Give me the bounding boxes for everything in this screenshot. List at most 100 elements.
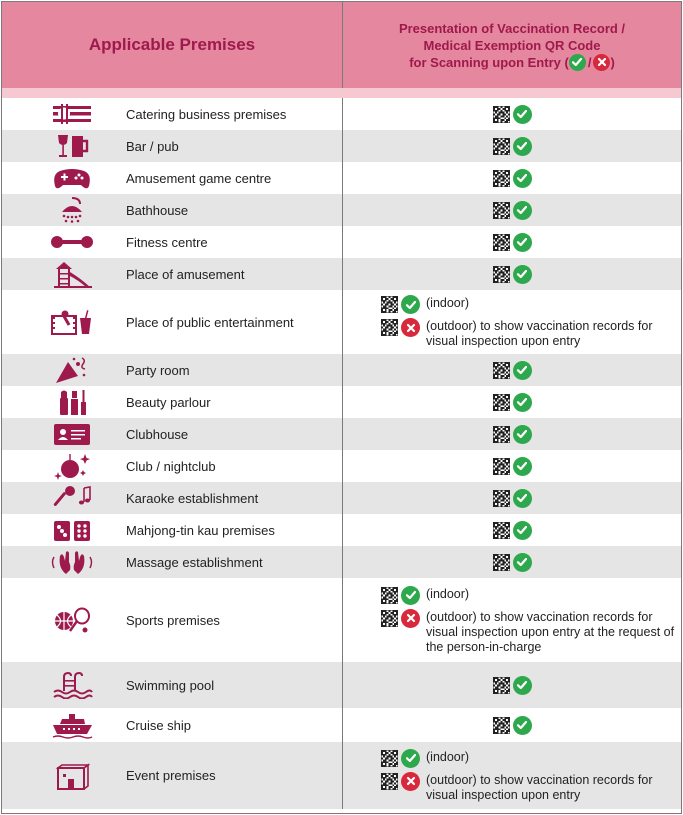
tick-icon	[512, 360, 532, 380]
qr-code-icon	[492, 553, 510, 571]
table-row: Beauty parlour	[2, 386, 681, 418]
premises-name: Bathhouse	[126, 202, 189, 218]
massage-hands-icon	[48, 548, 96, 576]
requirement-cell	[342, 162, 681, 194]
qr-code-icon	[381, 749, 398, 767]
premises-cell: Amusement game centre	[2, 162, 342, 194]
tick-icon	[512, 488, 532, 508]
premises-cell: Sports premises	[2, 578, 342, 662]
header-line3-prefix: for Scanning upon Entry (	[409, 54, 569, 70]
requirement-cell: (indoor) (outdoor) to show vaccination re…	[342, 578, 681, 662]
premises-cell: Karaoke establishment	[2, 482, 342, 514]
shower-icon	[48, 196, 96, 224]
tick-icon	[512, 520, 532, 540]
header-right: Presentation of Vaccination Record / Med…	[342, 2, 681, 88]
tick-icon	[401, 295, 420, 314]
premises-name: Sports premises	[126, 612, 220, 628]
premises-name: Fitness centre	[126, 234, 208, 250]
qr-code-icon	[492, 233, 510, 251]
premises-cell: Party room	[2, 354, 342, 386]
table-row: Place of public entertainment (indoor) (ou…	[2, 290, 681, 354]
cross-icon	[401, 318, 420, 337]
indoor-requirement: (indoor)	[343, 295, 681, 314]
qr-required-mark	[343, 264, 681, 284]
requirement-cell	[342, 708, 681, 742]
header-legend-icons: /	[568, 53, 611, 71]
playground-icon	[48, 260, 96, 288]
qr-required-mark	[343, 200, 681, 220]
wine-beer-icon	[48, 132, 96, 160]
gamepad-icon	[48, 164, 96, 192]
requirement-cell	[342, 194, 681, 226]
premises-cell: Place of amusement	[2, 258, 342, 290]
table-row: Karaoke establishment	[2, 482, 681, 514]
qr-code-icon	[492, 457, 510, 475]
tick-icon	[512, 168, 532, 188]
header-right-line2: Medical Exemption QR Code	[423, 37, 601, 53]
disco-ball-icon	[48, 452, 96, 480]
tick-icon	[512, 232, 532, 252]
table-row: Cruise ship	[2, 708, 681, 742]
mahjong-icon	[48, 516, 96, 544]
qr-code-icon	[381, 319, 398, 336]
cruise-ship-icon	[48, 711, 96, 739]
premises-name: Swimming pool	[126, 677, 215, 693]
table-body: Catering business premises Bar / pub Amuse…	[2, 98, 681, 809]
requirement-cell	[342, 130, 681, 162]
qr-required-mark	[343, 488, 681, 508]
table-row: Place of amusement	[2, 258, 681, 290]
qr-required-mark	[343, 104, 681, 124]
table-row: Club / nightclub	[2, 450, 681, 482]
premises-cell: Club / nightclub	[2, 450, 342, 482]
requirement-cell	[342, 226, 681, 258]
premises-cell: Clubhouse	[2, 418, 342, 450]
dumbbell-icon	[48, 228, 96, 256]
cosmetics-icon	[48, 388, 96, 416]
qr-required-mark	[343, 392, 681, 412]
pool-ladder-icon	[48, 671, 96, 699]
table-row: Party room	[2, 354, 681, 386]
outdoor-label: (outdoor) to show vaccination records fo…	[426, 319, 653, 348]
party-icon	[48, 356, 96, 384]
table-row: Bar / pub	[2, 130, 681, 162]
indoor-label: (indoor)	[426, 749, 470, 764]
tick-icon	[512, 136, 532, 156]
event-booth-icon	[48, 762, 96, 790]
tick-icon	[512, 104, 532, 124]
table-row: Catering business premises	[2, 98, 681, 130]
qr-required-mark	[343, 520, 681, 540]
table-row: Swimming pool	[2, 662, 681, 708]
indoor-label: (indoor)	[426, 586, 470, 601]
premises-name: Bar / pub	[126, 138, 179, 154]
qr-code-icon	[492, 201, 510, 219]
premises-cell: Massage establishment	[2, 546, 342, 578]
qr-code-icon	[492, 489, 510, 507]
qr-required-mark	[343, 552, 681, 572]
premises-cell: Catering business premises	[2, 98, 342, 130]
outdoor-requirement: (outdoor) to show vaccination records fo…	[343, 608, 681, 655]
applicable-premises-heading: Applicable Premises	[88, 35, 256, 54]
tick-icon	[512, 715, 532, 735]
cross-icon	[401, 771, 420, 791]
qr-code-icon	[492, 521, 510, 539]
requirement-cell	[342, 258, 681, 290]
table-row: Sports premises (indoor) (outdoor) to show…	[2, 578, 681, 662]
member-card-icon	[48, 420, 96, 448]
qr-code-icon	[381, 586, 398, 604]
premises-cell: Mahjong-tin kau premises	[2, 514, 342, 546]
qr-code-icon	[492, 425, 510, 443]
requirement-cell: (indoor) (outdoor) to show vaccination re…	[342, 290, 681, 354]
premises-cell: Event premises	[2, 742, 342, 809]
premises-cell: Bar / pub	[2, 130, 342, 162]
table-row: Massage establishment	[2, 546, 681, 578]
table-row: Mahjong-tin kau premises	[2, 514, 681, 546]
table-row: Event premises (indoor) (outdoor) to show …	[2, 742, 681, 809]
cross-icon	[593, 53, 611, 71]
qr-required-mark	[343, 360, 681, 380]
premises-name: Place of public entertainment	[126, 314, 294, 330]
tick-icon	[512, 264, 532, 284]
table-header: Applicable Premises Presentation of Vacc…	[2, 2, 681, 88]
qr-code-icon	[492, 361, 510, 379]
outdoor-requirement: (outdoor) to show vaccination records fo…	[343, 318, 681, 349]
